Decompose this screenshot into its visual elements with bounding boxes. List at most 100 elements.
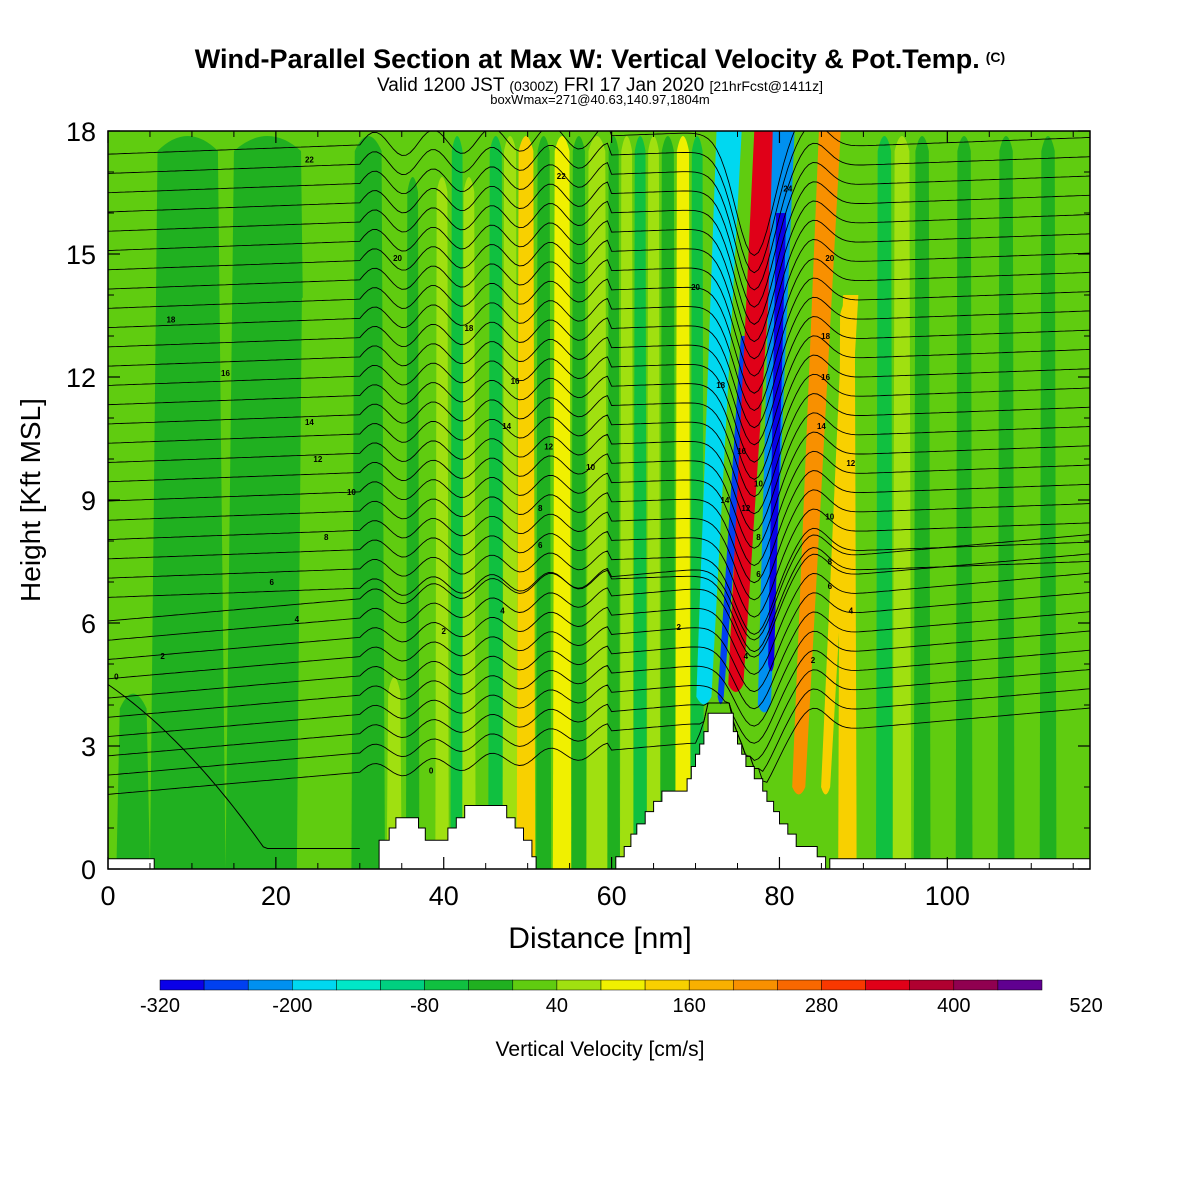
colorbar-tick-label: 520 [1069,995,1102,1017]
box-info-line: boxWmax=271@40.63,140.97,1804m [490,92,710,107]
colorbar-swatch [336,979,381,991]
theta-contour [108,335,1090,463]
theta-contour-label: 2 [160,652,165,661]
theta-contour-label: 16 [821,373,830,382]
colorbar-tick-label: -80 [410,995,439,1017]
theta-contour [108,296,1090,429]
velocity-band [536,136,552,869]
colorbar: -320 -200 -80 40 160 280 400 520 [140,979,1103,1017]
y-axis-label: Height [Kft MSL] [15,398,46,602]
theta-contour-label: 8 [324,533,329,542]
x-tick-label: 20 [261,881,291,911]
velocity-band [422,177,437,869]
theta-contour-label: 18 [716,381,725,390]
theta-contour-label: 12 [544,443,553,452]
theta-contour [108,684,360,849]
y-tick-label: 12 [66,363,96,393]
theta-contour-label: 18 [166,316,175,325]
theta-contour [108,688,1090,776]
theta-contour-label: 12 [846,459,855,468]
colorbar-swatch [821,979,866,991]
colorbar-swatch [688,979,734,991]
forecast-info: [21hrFcst@1411z] [709,78,824,94]
theta-contour-label: 16 [737,447,746,456]
theta-contour [108,508,1090,618]
theta-contour-label: 20 [393,254,402,263]
theta-contour-label: 14 [502,422,511,431]
valid-prefix: Valid 1200 JST [376,75,505,96]
velocity-band [488,136,504,869]
y-tick-label: 6 [81,609,96,639]
colorbar-swatch [644,979,690,991]
colorbar-tick-label: 400 [937,995,970,1017]
y-tick-label: 18 [66,117,96,147]
theta-contour-label: 22 [557,172,566,181]
velocity-band [586,136,608,869]
theta-contour [108,393,1090,515]
theta-contour-label: 0 [429,767,434,776]
theta-contour [108,489,1090,601]
theta-contour-label: 2 [441,627,446,636]
theta-contour-label: 16 [221,369,230,378]
theta-contour-label: 14 [305,418,314,427]
theta-contour [108,450,1090,567]
theta-contour [108,200,1090,343]
colorbar-swatch [997,979,1043,991]
theta-contour-label: 20 [691,283,700,292]
theta-contour-label: 4 [295,615,300,624]
theta-contour [108,534,1090,641]
velocity-band [475,300,490,869]
colorbar-swatch [247,979,293,991]
theta-contour-label: 10 [347,488,356,497]
colorbar-swatch [512,979,558,991]
mountain-wave-band [792,131,841,795]
velocity-band [675,136,691,869]
theta-contour-label: 6 [828,582,833,591]
velocity-band [619,136,634,869]
theta-contour-label: 14 [720,496,729,505]
x-tick-label: 0 [100,881,115,911]
velocity-band [552,136,572,869]
mountain-wave-band [768,213,787,672]
velocity-band [976,136,998,869]
velocity-band [1018,136,1040,869]
theta-contour-label: 6 [538,541,543,550]
x-axis-label: Distance [nm] [508,922,691,955]
velocity-band [856,136,874,869]
theta-contour-label: 2 [811,656,816,665]
theta-contour [108,591,1090,693]
theta-contour-label: 8 [538,504,543,513]
theta-contour-label: 12 [741,504,750,513]
theta-contour [108,649,1090,744]
theta-contour [108,219,1090,360]
copyright-mark: (C) [985,49,1006,65]
velocity-band [516,136,536,869]
velocity-band [571,136,587,869]
theta-contour-label: 6 [756,570,761,579]
chart-title-text: Wind-Parallel Section at Max W: Vertical… [194,44,980,74]
x-tick-label: 60 [597,881,627,911]
velocity-band [646,136,661,869]
colorbar-swatch [909,979,955,991]
theta-contour [108,239,1090,377]
theta-contour [108,373,1090,498]
chart-title: Wind-Parallel Section at Max W: Vertical… [0,44,1200,75]
colorbar-swatch [953,979,999,991]
colorbar-swatch [292,979,337,991]
y-tick-label: 9 [81,486,96,516]
theta-contour [108,611,1090,710]
x-tick-label: 80 [764,881,794,911]
theta-contour-label: 18 [464,324,473,333]
velocity-band [892,136,912,869]
colorbar-swatch [468,979,514,991]
velocity-band [997,136,1015,869]
theta-contour [108,258,1090,394]
velocity-band [1060,136,1082,869]
theta-contour [108,131,796,257]
velocity-band [955,136,973,869]
colorbar-swatch [865,979,910,991]
mountain-wave-band [696,131,742,705]
theta-contour-label: 20 [825,254,834,263]
theta-contour-label: 22 [305,156,314,165]
velocity-band [435,177,449,869]
